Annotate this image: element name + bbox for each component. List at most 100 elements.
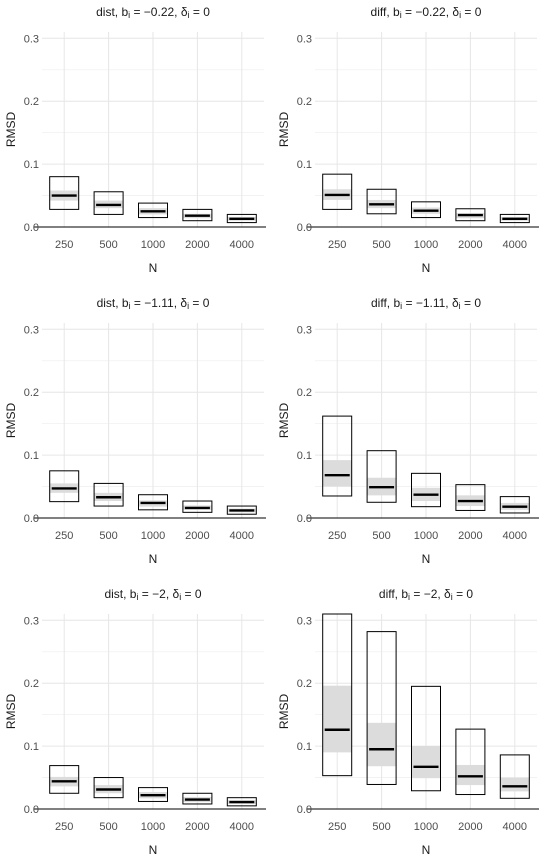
outer-box — [138, 494, 168, 511]
box-1000 — [138, 494, 168, 511]
box-1000 — [411, 472, 441, 508]
title-segment: = −1.11, δ — [402, 296, 459, 310]
title-segment: = −2, δ — [138, 587, 179, 601]
x-tick-label: 500 — [372, 530, 390, 542]
box-1000 — [138, 202, 168, 219]
x-tick-label: 1000 — [414, 821, 438, 833]
y-tick-label: 0.2 — [24, 678, 39, 690]
outer-box — [322, 415, 353, 497]
box-500 — [93, 482, 124, 507]
x-tick-label: 2000 — [458, 530, 482, 542]
x-tick-label: 4000 — [230, 239, 254, 251]
outer-box — [411, 201, 441, 219]
x-tick-label: 250 — [55, 530, 73, 542]
outer-box — [49, 765, 80, 794]
box-2000 — [455, 728, 486, 796]
y-axis-label: RMSD — [4, 694, 18, 730]
outer-box — [49, 176, 80, 210]
y-tick-label: 0.2 — [24, 387, 39, 399]
outer-box — [411, 472, 441, 508]
box-500 — [366, 631, 397, 785]
box-4000 — [226, 505, 257, 515]
outer-box — [366, 188, 397, 215]
inner-band — [322, 685, 352, 753]
panel-6: 0.0 0.1 0.2 0.3 250 500 1000 2000 4000 N RMSD diff,… — [277, 587, 539, 857]
box-4000 — [499, 496, 530, 514]
x-tick-label: 2000 — [458, 239, 482, 251]
title-segment: diff, b — [371, 5, 400, 19]
x-tick-label: 4000 — [503, 530, 527, 542]
panel-2: 0.0 0.1 0.2 0.3 250 500 1000 2000 4000 N RMSD diff,… — [277, 5, 539, 275]
title-segment: = 0 — [461, 5, 482, 19]
outer-box — [93, 191, 124, 215]
title-subscript: i — [459, 10, 461, 20]
outer-box — [499, 213, 530, 224]
title-segment: = 0 — [461, 296, 482, 310]
box-2000 — [455, 484, 486, 511]
title-segment: = 0 — [453, 587, 474, 601]
title-segment: dist, b — [96, 5, 128, 19]
panel-title: dist, bi = −1.11, δi = 0 — [97, 296, 210, 311]
title-subscript: i — [129, 301, 131, 311]
title-segment: dist, b — [97, 296, 129, 310]
y-tick-label: 0.1 — [24, 450, 39, 462]
panel-title: diff, bi = −1.11, δi = 0 — [371, 296, 481, 311]
y-tick-label: 0.1 — [24, 741, 39, 753]
x-tick-label: 4000 — [230, 821, 254, 833]
box-250 — [322, 415, 353, 497]
x-axis-label: N — [149, 843, 158, 857]
title-segment: = 0 — [181, 587, 202, 601]
inner-band — [455, 764, 485, 786]
outer-box — [182, 792, 213, 805]
y-tick-label: 0.0 — [24, 804, 39, 816]
title-segment: dist, b — [104, 587, 136, 601]
x-tick-label: 250 — [328, 530, 346, 542]
y-tick-label: 0.3 — [297, 615, 312, 627]
title-subscript: i — [400, 301, 402, 311]
box-250 — [49, 176, 80, 210]
x-tick-label: 1000 — [141, 530, 165, 542]
box-2000 — [182, 792, 213, 805]
outer-box — [455, 728, 486, 796]
x-tick-label: 4000 — [230, 530, 254, 542]
outer-box — [182, 208, 213, 222]
x-tick-label: 1000 — [141, 239, 165, 251]
panel-title: dist, bi = −0.22, δi = 0 — [96, 5, 210, 20]
y-tick-label: 0.0 — [24, 513, 39, 525]
outer-box — [322, 173, 353, 210]
box-250 — [322, 173, 353, 210]
title-segment: = −1.11, δ — [131, 296, 188, 310]
outer-box — [411, 685, 441, 792]
x-tick-label: 500 — [99, 821, 117, 833]
inner-band — [411, 746, 441, 779]
y-tick-label: 0.1 — [24, 159, 39, 171]
y-axis-label: RMSD — [4, 403, 18, 439]
panel-3: 0.0 0.1 0.2 0.3 250 500 1000 2000 4000 N RMSD dist,… — [4, 296, 266, 566]
x-tick-label: 1000 — [414, 239, 438, 251]
y-tick-label: 0.1 — [297, 159, 312, 171]
inner-band — [322, 460, 352, 487]
box-4000 — [226, 797, 257, 807]
outer-box — [455, 484, 486, 511]
outer-box — [322, 613, 353, 777]
panel-title: diff, bi = −2, δi = 0 — [379, 587, 474, 602]
outer-box — [182, 500, 213, 513]
x-tick-label: 250 — [55, 821, 73, 833]
title-subscript: i — [459, 301, 461, 311]
x-tick-label: 500 — [372, 239, 390, 251]
y-tick-label: 0.2 — [297, 96, 312, 108]
x-tick-label: 500 — [99, 239, 117, 251]
box-500 — [93, 777, 124, 799]
title-segment: = −0.22, δ — [402, 5, 460, 19]
x-tick-label: 2000 — [185, 239, 209, 251]
x-tick-label: 4000 — [503, 239, 527, 251]
title-subscript: i — [408, 592, 410, 602]
y-tick-label: 0.3 — [297, 33, 312, 45]
y-tick-label: 0.0 — [297, 513, 312, 525]
outer-box — [226, 213, 257, 224]
box-500 — [366, 188, 397, 215]
title-subscript: i — [187, 301, 189, 311]
y-axis-label: RMSD — [277, 403, 291, 439]
x-axis-label: N — [149, 552, 158, 566]
box-4000 — [226, 213, 257, 224]
